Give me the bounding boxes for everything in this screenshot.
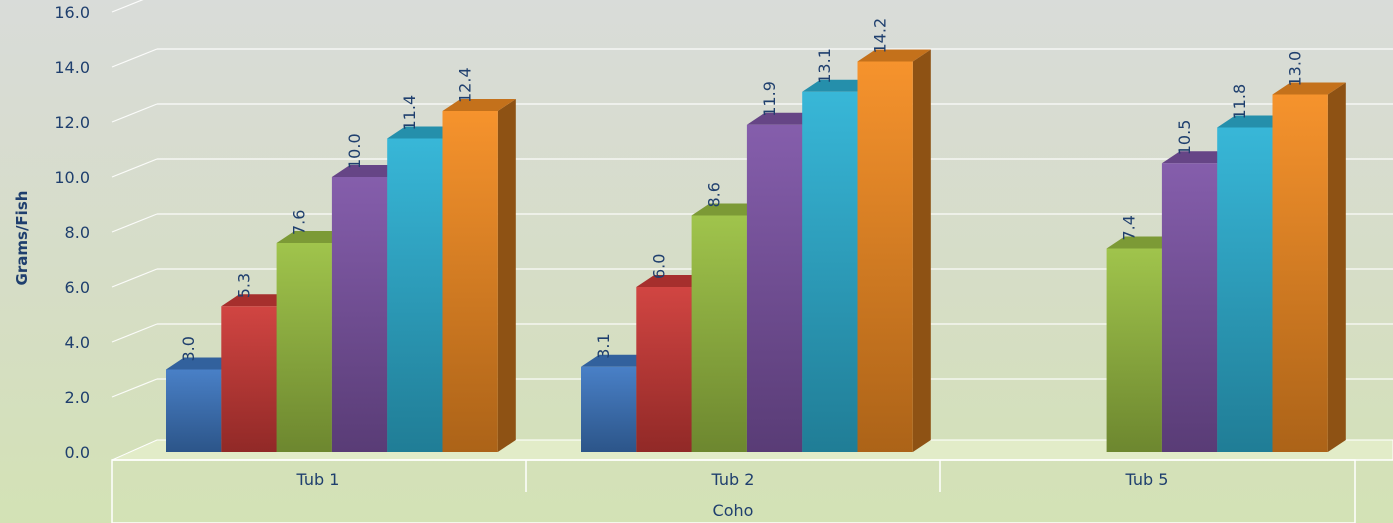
x-axis-table xyxy=(111,459,1356,523)
gridline-side xyxy=(111,268,158,288)
gridline-side xyxy=(111,378,158,398)
y-tick-label: 10.0 xyxy=(54,168,90,187)
bar-front xyxy=(442,111,498,452)
x-category-label: Tub 5 xyxy=(1125,470,1169,489)
bar-front xyxy=(581,366,637,452)
bar: 12.4 xyxy=(442,67,516,452)
y-tick-label: 12.0 xyxy=(54,113,90,132)
y-tick-label: 2.0 xyxy=(65,388,90,407)
bar-top xyxy=(166,357,240,370)
data-label: 11.8 xyxy=(1230,84,1249,120)
bar-top xyxy=(691,203,765,216)
data-label: 5.3 xyxy=(234,273,253,298)
data-label: 11.9 xyxy=(760,81,779,117)
bar-front xyxy=(1161,163,1218,452)
data-label: 10.5 xyxy=(1175,120,1194,156)
bar-front xyxy=(221,306,277,452)
bar-top xyxy=(221,294,295,307)
gridline-side xyxy=(111,323,158,343)
x-category-label: Tub 2 xyxy=(711,470,755,489)
bar-top xyxy=(802,79,876,92)
data-label: 13.1 xyxy=(815,48,834,84)
bar-top xyxy=(331,165,406,177)
y-tick-label: 16.0 xyxy=(54,3,90,22)
data-label: 12.4 xyxy=(456,67,475,103)
bar-top xyxy=(1217,115,1291,128)
bar-side xyxy=(912,49,931,452)
bar-front xyxy=(1106,248,1162,452)
gridline-side xyxy=(111,48,158,68)
y-axis-label: Grams/Fish xyxy=(13,191,31,286)
bar-top xyxy=(1272,82,1346,95)
bar-front xyxy=(276,243,332,452)
bar-top xyxy=(746,112,821,125)
bar-front xyxy=(331,177,388,452)
data-label: 11.4 xyxy=(400,95,419,131)
bar-group: 3.1 6.0 8.6 11.9 13.1 14.2 xyxy=(581,18,931,452)
gridline-side xyxy=(111,103,158,123)
data-label: 14.2 xyxy=(871,18,890,54)
bar-top xyxy=(387,126,461,139)
data-label: 10.0 xyxy=(345,133,364,169)
gridline-side xyxy=(111,0,144,13)
y-axis: 0.0 2.0 4.0 6.0 8.0 10.0 12.0 14.0 16.0 xyxy=(54,3,90,462)
data-label: 3.1 xyxy=(594,333,613,358)
bar-top xyxy=(276,231,350,243)
data-label: 8.6 xyxy=(705,182,724,207)
bar-front xyxy=(166,369,222,452)
bar-side xyxy=(1327,82,1346,452)
bar-front xyxy=(691,215,747,452)
y-tick-label: 6.0 xyxy=(65,278,90,297)
bar-front xyxy=(387,138,443,452)
bar-top xyxy=(857,49,931,62)
bar-front xyxy=(802,91,858,452)
data-label: 7.4 xyxy=(1120,215,1139,240)
x-category-label: Tub 1 xyxy=(296,470,340,489)
bar-front xyxy=(857,61,913,452)
bar-front xyxy=(746,124,803,452)
bar-front xyxy=(1272,94,1328,452)
bar: 14.2 xyxy=(857,18,931,452)
y-tick-label: 4.0 xyxy=(65,333,90,352)
gridline-side xyxy=(111,158,158,178)
data-label: 3.0 xyxy=(179,336,198,361)
data-label: 7.6 xyxy=(290,210,309,235)
bar-group: 3.0 5.3 7.6 10.0 11.4 12.4 xyxy=(166,67,516,452)
bar-top xyxy=(636,275,710,287)
data-label: 13.0 xyxy=(1286,51,1305,87)
bar-side xyxy=(497,99,516,452)
bar-top xyxy=(1161,151,1236,164)
bar-top xyxy=(581,354,655,367)
y-tick-label: 14.0 xyxy=(54,58,90,77)
bar-front xyxy=(636,287,692,452)
x-group-label: Coho xyxy=(713,501,754,520)
bar-groups: 3.0 5.3 7.6 10.0 11.4 12.4 3.1 6.0 8.6 11.9 13.1 14… xyxy=(166,18,1346,452)
bar-top xyxy=(1106,236,1180,249)
bar: 13.0 xyxy=(1272,51,1346,452)
x-axis: Tub 1 Tub 2 Tub 5 Coho xyxy=(111,459,1356,523)
bar-front xyxy=(1217,127,1273,452)
gridline-side xyxy=(111,213,158,233)
y-tick-label: 8.0 xyxy=(65,223,90,242)
bar-group: 7.4 10.5 11.8 13.0 xyxy=(1106,51,1346,452)
y-tick-label: 0.0 xyxy=(65,443,90,462)
data-label: 6.0 xyxy=(649,254,668,279)
bar-top xyxy=(442,99,516,111)
